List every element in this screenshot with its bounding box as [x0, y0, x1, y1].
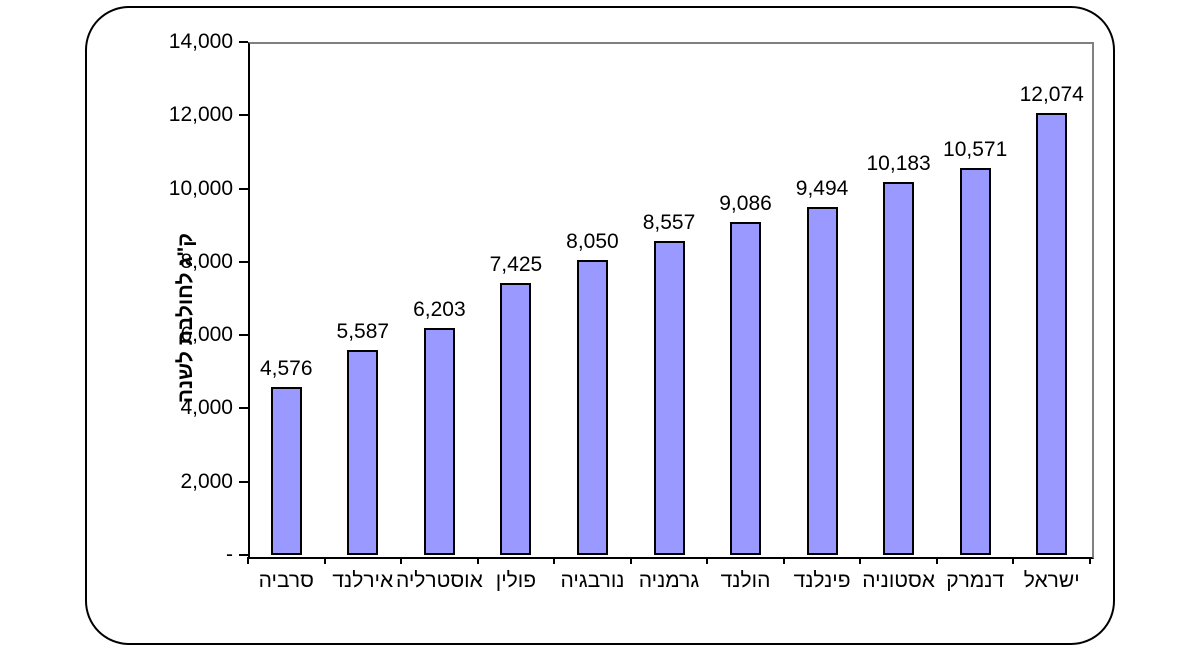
bar-value-label: 5,587 — [336, 320, 390, 344]
bar — [653, 241, 685, 555]
y-tick-mark — [239, 480, 248, 483]
category-label: גרמניה — [638, 569, 700, 592]
y-tick-mark — [239, 187, 248, 190]
y-tick-label: 10,000 — [168, 176, 233, 200]
x-tick-mark — [706, 557, 709, 564]
category-label: דנמרק — [946, 569, 1005, 592]
bar — [347, 350, 379, 555]
category-label: פינלנד — [793, 569, 851, 592]
x-tick-mark — [629, 557, 632, 564]
x-tick-mark — [400, 557, 403, 564]
category-label: סרביה — [258, 569, 314, 592]
bar — [959, 167, 991, 555]
y-tick-label: 14,000 — [168, 30, 233, 53]
x-tick-mark — [553, 557, 556, 564]
plot-area — [248, 42, 1094, 559]
y-tick-label: 4,000 — [180, 396, 233, 420]
bar-value-label: 7,425 — [489, 252, 543, 276]
bar-value-label: 10,571 — [943, 137, 1008, 161]
bar — [500, 282, 532, 555]
category-label: נורבגיה — [560, 569, 625, 592]
y-tick-label: 2,000 — [180, 469, 233, 493]
x-tick-mark — [935, 557, 938, 564]
y-tick-mark — [239, 41, 248, 43]
category-label: פולין — [495, 569, 537, 592]
bar-value-label: 10,183 — [866, 151, 931, 175]
x-tick-mark — [782, 557, 785, 564]
bar-value-label: 12,074 — [1019, 82, 1084, 106]
bar — [883, 181, 915, 555]
x-tick-mark — [1089, 557, 1091, 564]
x-tick-mark — [859, 557, 862, 564]
y-tick-mark — [239, 260, 248, 263]
category-label: אירלנד — [332, 569, 394, 592]
y-tick-mark — [239, 334, 248, 337]
y-tick-label: 8,000 — [180, 249, 233, 273]
bar-value-label: 8,557 — [642, 211, 696, 235]
x-tick-mark — [323, 557, 326, 564]
bar — [270, 387, 302, 555]
category-label: הולנד — [720, 569, 771, 592]
y-tick-label: - — [226, 543, 233, 566]
bar-value-label: 8,050 — [566, 230, 619, 254]
bar — [423, 327, 455, 555]
bar — [730, 222, 762, 555]
category-label: אוסטרליה — [395, 569, 483, 592]
bar-value-label: 9,494 — [795, 177, 849, 201]
bar-value-label: 6,203 — [413, 297, 466, 321]
bar — [576, 260, 608, 555]
y-tick-mark — [239, 407, 248, 410]
x-tick-mark — [247, 557, 249, 564]
x-tick-mark — [476, 557, 479, 564]
bar — [1036, 112, 1068, 555]
category-label: ישראל — [1023, 569, 1080, 592]
bar-value-label: 9,086 — [719, 192, 772, 216]
x-tick-mark — [1012, 557, 1015, 564]
y-tick-label: 6,000 — [180, 323, 233, 347]
bar-value-label: 4,576 — [259, 357, 313, 381]
y-tick-mark — [239, 554, 248, 556]
y-tick-mark — [239, 114, 248, 117]
category-label: אסטוניה — [862, 569, 935, 592]
y-tick-label: 12,000 — [168, 103, 233, 127]
bar — [806, 207, 838, 555]
